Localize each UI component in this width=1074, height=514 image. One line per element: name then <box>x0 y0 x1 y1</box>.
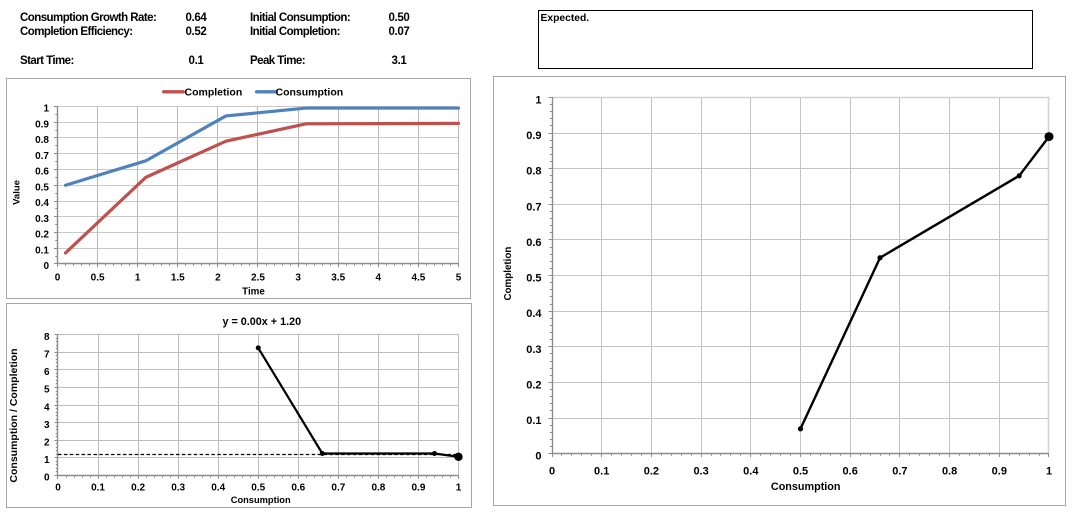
svg-text:0: 0 <box>43 261 49 272</box>
svg-text:2.5: 2.5 <box>251 273 265 284</box>
svg-text:4.5: 4.5 <box>411 273 425 284</box>
svg-text:1.5: 1.5 <box>171 273 185 284</box>
svg-text:Consumption / Completion: Consumption / Completion <box>8 348 20 482</box>
svg-text:0.7: 0.7 <box>331 483 345 494</box>
svg-text:5: 5 <box>456 273 462 284</box>
svg-text:Consumption: Consumption <box>276 87 344 99</box>
svg-text:0: 0 <box>549 466 555 478</box>
svg-text:0.8: 0.8 <box>526 166 541 178</box>
svg-text:0.9: 0.9 <box>35 119 49 130</box>
svg-text:0.6: 0.6 <box>843 466 858 478</box>
svg-text:Time: Time <box>242 287 265 298</box>
svg-text:1: 1 <box>456 483 462 494</box>
svg-text:3.5: 3.5 <box>331 273 345 284</box>
svg-text:5: 5 <box>44 385 50 396</box>
svg-text:0.1: 0.1 <box>526 415 541 427</box>
svg-text:0.7: 0.7 <box>526 201 541 213</box>
svg-text:0.7: 0.7 <box>35 151 49 162</box>
svg-text:0.2: 0.2 <box>131 483 145 494</box>
svg-text:8: 8 <box>44 332 50 343</box>
svg-text:0: 0 <box>44 473 50 484</box>
svg-text:0: 0 <box>535 451 541 463</box>
svg-text:0.9: 0.9 <box>526 130 541 142</box>
svg-text:0.3: 0.3 <box>35 214 49 225</box>
svg-text:1: 1 <box>1046 466 1052 478</box>
svg-text:0: 0 <box>55 483 61 494</box>
svg-text:0.2: 0.2 <box>644 466 659 478</box>
svg-text:0.1: 0.1 <box>91 483 105 494</box>
svg-text:1: 1 <box>135 273 141 284</box>
svg-text:0.4: 0.4 <box>211 483 225 494</box>
svg-text:3: 3 <box>44 420 50 431</box>
svg-text:0.8: 0.8 <box>371 483 385 494</box>
svg-text:0.5: 0.5 <box>251 483 265 494</box>
svg-text:1: 1 <box>43 104 49 115</box>
svg-text:0.8: 0.8 <box>35 135 49 146</box>
svg-text:0.5: 0.5 <box>526 273 541 285</box>
svg-text:0.9: 0.9 <box>411 483 425 494</box>
svg-text:4: 4 <box>376 273 382 284</box>
svg-text:0.4: 0.4 <box>743 466 759 478</box>
svg-text:6: 6 <box>44 367 50 378</box>
svg-text:0.2: 0.2 <box>526 379 541 391</box>
svg-text:0.3: 0.3 <box>526 344 541 356</box>
svg-text:0.4: 0.4 <box>526 308 542 320</box>
svg-text:0.9: 0.9 <box>992 466 1007 478</box>
svg-text:0.6: 0.6 <box>35 167 49 178</box>
svg-text:0.3: 0.3 <box>693 466 708 478</box>
svg-text:0.4: 0.4 <box>35 198 49 209</box>
svg-text:0.1: 0.1 <box>35 245 49 256</box>
svg-text:0.3: 0.3 <box>171 483 185 494</box>
svg-text:7: 7 <box>44 350 50 361</box>
svg-text:1: 1 <box>44 455 50 466</box>
svg-text:Consumption: Consumption <box>771 481 841 493</box>
svg-text:4: 4 <box>44 402 50 413</box>
svg-text:2: 2 <box>44 438 50 449</box>
svg-text:2: 2 <box>215 273 221 284</box>
svg-text:0.6: 0.6 <box>526 237 541 249</box>
svg-text:Consumption: Consumption <box>231 495 291 505</box>
svg-text:y = 0.00x + 1.20: y = 0.00x + 1.20 <box>222 316 301 328</box>
svg-text:0.7: 0.7 <box>892 466 907 478</box>
svg-text:0.8: 0.8 <box>942 466 957 478</box>
svg-text:3: 3 <box>295 273 301 284</box>
svg-text:Completion: Completion <box>503 247 514 301</box>
svg-text:0.2: 0.2 <box>35 230 49 241</box>
svg-text:0.5: 0.5 <box>793 466 808 478</box>
svg-text:0.1: 0.1 <box>594 466 609 478</box>
svg-text:0.5: 0.5 <box>91 273 105 284</box>
svg-text:1: 1 <box>535 94 541 106</box>
svg-text:Value: Value <box>11 180 22 205</box>
svg-text:Completion: Completion <box>185 87 243 99</box>
svg-text:0.6: 0.6 <box>291 483 305 494</box>
svg-text:0: 0 <box>55 273 61 284</box>
svg-text:0.5: 0.5 <box>35 182 49 193</box>
